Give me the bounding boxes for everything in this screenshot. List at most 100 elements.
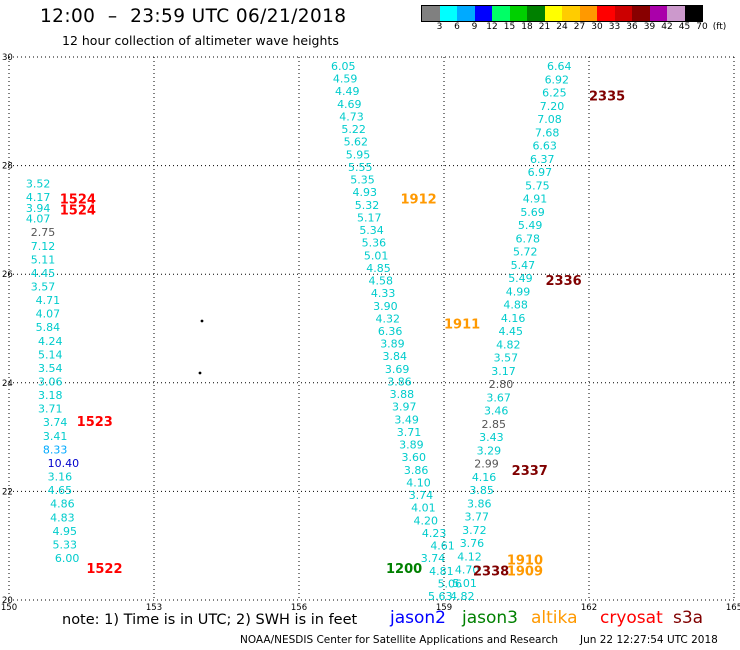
wave-height-value: 3.97	[392, 401, 417, 414]
wave-height-value: 3.84	[383, 350, 408, 363]
wave-height-value: 3.86	[404, 464, 429, 477]
legend-item-altika: altika	[531, 608, 578, 628]
time-annotation: 2337	[512, 464, 548, 479]
wave-height-value: 4.33	[371, 287, 396, 300]
footer-timestamp: Jun 22 12:27:54 UTC 2018	[580, 634, 718, 646]
scale-swatch	[439, 6, 457, 21]
wave-height-value: 3.74	[421, 552, 446, 565]
wave-height-value: 3.06	[38, 376, 63, 389]
scale-swatch	[597, 6, 615, 21]
wave-height-value: 4.16	[472, 471, 497, 484]
wave-height-value: 4.07	[26, 213, 50, 226]
scale-swatch	[422, 6, 440, 21]
scale-label: 3	[436, 22, 443, 32]
scale-swatch	[544, 6, 562, 21]
wave-height-value: 4.07	[36, 308, 61, 321]
scale-label: 27	[573, 22, 586, 32]
wave-height-value: 3.86	[467, 497, 492, 510]
scale-label: 9	[471, 22, 478, 32]
scale-swatch	[649, 6, 667, 21]
lon-tick-label: 153	[146, 603, 162, 613]
wave-height-value: 5.33	[53, 538, 78, 551]
wave-height-value: 5.62	[344, 136, 369, 149]
time-annotation: 1911	[444, 318, 480, 333]
time-annotation: 2338	[473, 565, 509, 580]
scale-swatch	[632, 6, 650, 21]
wave-height-value: 5.49	[508, 272, 533, 285]
wave-height-value: 3.54	[38, 362, 63, 375]
wave-height-value: 5.01	[364, 249, 389, 262]
lat-tick-label: 24	[2, 379, 13, 389]
wave-height-value: 4.61	[430, 540, 455, 553]
wave-height-value: 6.64	[547, 60, 572, 73]
time-annotation: 1522	[86, 562, 122, 577]
wave-height-value: 7.08	[537, 113, 562, 126]
wave-height-value: 4.59	[333, 73, 358, 86]
wave-height-value: 4.45	[499, 325, 524, 338]
wave-height-value: 3.49	[394, 413, 419, 426]
time-annotation: 1200	[386, 562, 422, 577]
wave-height-value: 3.74	[43, 416, 67, 429]
time-annotation: 1909	[507, 565, 543, 580]
units-note: note: 1) Time is in UTC; 2) SWH is in fe…	[62, 612, 358, 628]
wave-height-value: 6.05	[331, 60, 356, 73]
wave-height-value: 5.84	[36, 321, 61, 334]
wave-height-value: 3.90	[373, 300, 398, 313]
scale-swatch	[614, 6, 632, 21]
wave-height-value: 3.71	[38, 403, 63, 416]
lat-tick-label: 20	[2, 596, 13, 606]
wave-height-value: 3.69	[385, 363, 410, 376]
wave-height-value: 4.93	[352, 186, 377, 199]
wave-height-value: 5.63	[428, 590, 453, 603]
wave-height-value: 4.20	[414, 514, 439, 527]
wave-height-value: 4.65	[48, 484, 73, 497]
wave-height-value: 5.06	[438, 577, 463, 590]
wave-height-value: 3.77	[465, 511, 490, 524]
scale-label: 70	[696, 22, 708, 32]
wave-height-value: 3.67	[486, 391, 511, 404]
scale-label: 33	[608, 22, 621, 32]
wave-height-value: 3.85	[469, 484, 494, 497]
wave-height-value: 3.74	[409, 489, 434, 502]
scale-label: 45	[678, 22, 691, 32]
wave-height-value: 5.69	[520, 206, 545, 219]
wave-height-value: 6.92	[545, 73, 570, 86]
wave-height-value: 4.23	[422, 527, 447, 540]
wave-height-value: 4.32	[376, 312, 401, 325]
lon-tick-label: 156	[291, 603, 307, 613]
wave-height-value: 3.88	[390, 388, 415, 401]
wave-height-value: 4.99	[506, 285, 531, 298]
wave-height-value: 4.95	[53, 525, 78, 538]
wave-height-value: 6.36	[378, 325, 403, 338]
time-annotation: 2335	[589, 89, 625, 104]
map-title: 12:00 – 23:59 UTC 06/21/2018	[40, 6, 347, 27]
wave-height-value: 5.32	[355, 199, 380, 212]
time-annotation: 1524	[60, 193, 96, 208]
lon-tick-label: 150	[1, 603, 17, 613]
wave-height-value: 5.72	[513, 246, 538, 259]
island-dot	[200, 319, 204, 323]
wave-height-value: 4.83	[50, 511, 74, 524]
scale-swatch	[562, 6, 580, 21]
scale-swatch	[492, 6, 510, 21]
wave-height-value: 5.47	[511, 259, 536, 272]
scale-label: 24	[556, 22, 568, 32]
wave-height-value: 3.76	[460, 537, 485, 550]
wave-height-value: 4.82	[450, 590, 475, 603]
wave-height-value: 4.01	[411, 502, 436, 515]
legend-item-jason3: jason3	[462, 608, 518, 628]
wave-height-value: 3.86	[387, 375, 412, 388]
time-annotation: 1910	[507, 554, 543, 569]
wave-height-value: 3.57	[31, 280, 56, 293]
wave-height-value: 5.11	[31, 253, 56, 266]
wave-height-value: 3.72	[462, 524, 487, 537]
scale-swatch	[474, 6, 492, 21]
wave-height-value: 7.20	[540, 100, 565, 113]
wave-height-value: 10.40	[48, 457, 80, 470]
wave-height-value: 4.10	[406, 476, 431, 489]
wave-height-value: 4.58	[369, 275, 394, 288]
wave-height-value: 5.36	[362, 237, 387, 250]
wave-height-value: 6.37	[530, 153, 555, 166]
scale-swatch	[667, 6, 685, 21]
color-scale-bar	[421, 5, 703, 22]
